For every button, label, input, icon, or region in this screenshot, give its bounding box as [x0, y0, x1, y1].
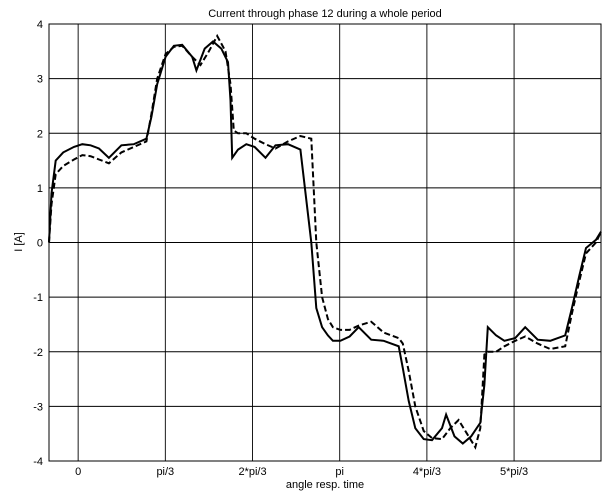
grid-lines — [49, 24, 601, 461]
y-tick-label: 0 — [37, 238, 43, 250]
y-tick-label: -4 — [33, 456, 43, 468]
x-tick-label: 2*pi/3 — [238, 466, 266, 478]
series-dashed-line — [48, 33, 602, 450]
series-layer — [48, 33, 602, 450]
x-tick-label: 5*pi/3 — [500, 466, 528, 478]
y-axis-label: I [A] — [13, 232, 25, 252]
x-axis-label: angle resp. time — [286, 479, 364, 491]
chart-title: Current through phase 12 during a whole … — [208, 8, 442, 20]
x-tick-label: 0 — [75, 466, 81, 478]
y-tick-label: -1 — [33, 292, 43, 304]
x-tick-label: pi/3 — [156, 466, 174, 478]
y-tick-label: -2 — [33, 347, 43, 359]
y-tick-label: 4 — [37, 19, 43, 31]
tick-labels: -4 -3 -2 -1 0 1 2 3 4 0 pi/3 2*pi/3 pi 4*pi/3 5*pi/3 — [33, 19, 528, 478]
y-tick-label: 3 — [37, 74, 43, 86]
x-tick-label: 4*pi/3 — [413, 466, 441, 478]
x-tick-label: pi — [335, 466, 344, 478]
plot-frame — [48, 23, 602, 462]
y-tick-label: -3 — [33, 401, 43, 413]
y-tick-label: 2 — [37, 128, 43, 140]
y-tick-label: 1 — [37, 183, 43, 195]
